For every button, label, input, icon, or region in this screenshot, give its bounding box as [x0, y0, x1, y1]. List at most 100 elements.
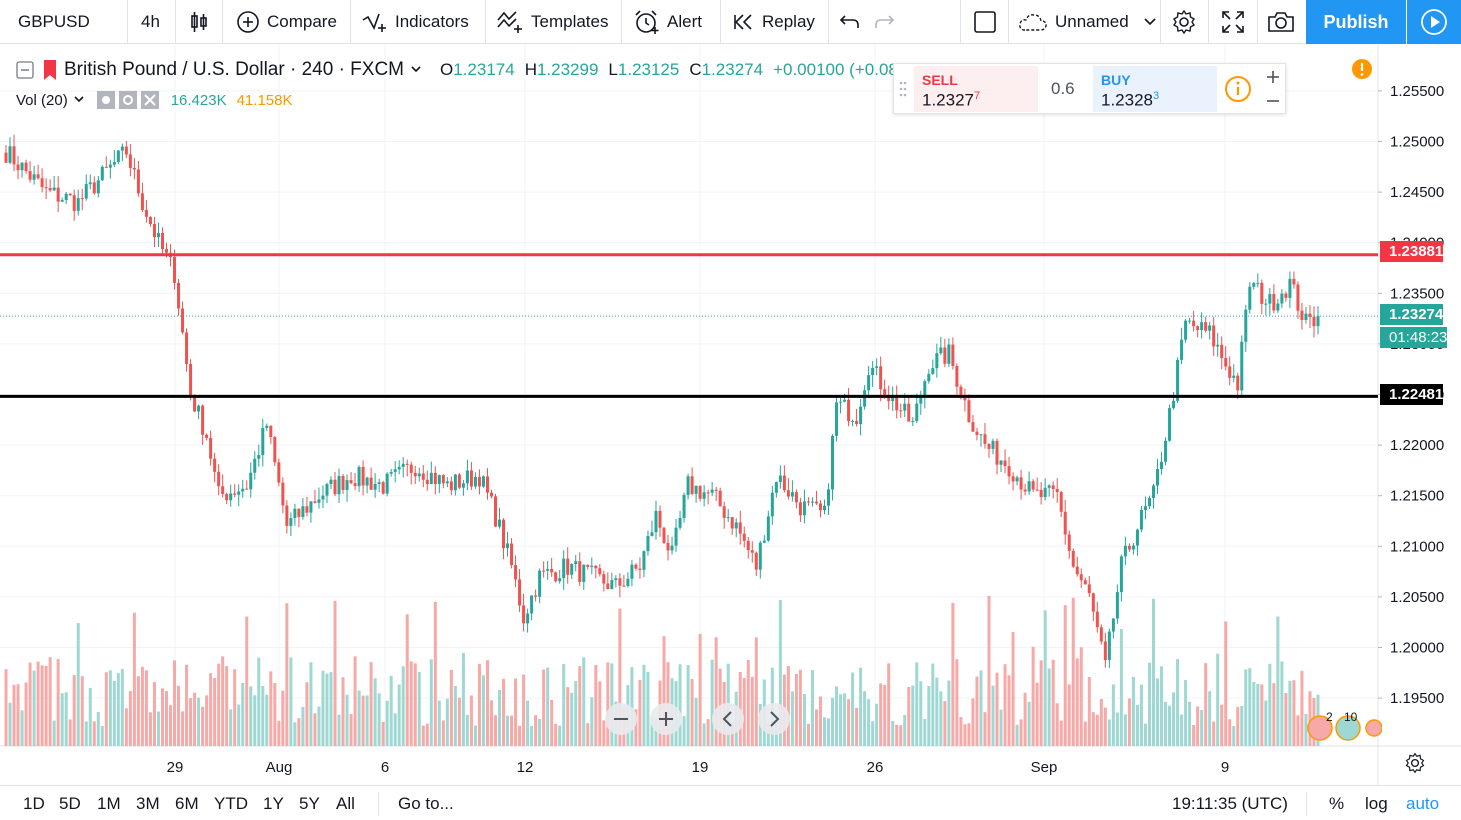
volume-bar — [297, 718, 301, 746]
settings-button[interactable] — [1171, 0, 1204, 44]
volume-bar — [485, 660, 489, 746]
volume-bar — [562, 663, 566, 746]
scroll-right-button[interactable] — [757, 702, 791, 736]
chevron-down-icon[interactable] — [410, 65, 422, 75]
interval-button[interactable]: 4h — [141, 0, 160, 44]
candle-body — [1107, 631, 1111, 661]
volume-bar — [373, 678, 377, 746]
volume-bar — [947, 680, 951, 746]
volume-bar — [903, 714, 907, 746]
range-3m[interactable]: 3M — [136, 794, 160, 813]
candle-body — [1240, 341, 1244, 391]
candle-body — [794, 492, 798, 503]
range-1y[interactable]: 1Y — [263, 794, 284, 813]
zoom-out-button[interactable] — [604, 702, 638, 736]
publish-button[interactable]: Publish — [1306, 0, 1406, 44]
volume-bar — [289, 657, 293, 746]
undo-button[interactable] — [840, 0, 867, 44]
log-scale-toggle[interactable]: log — [1365, 794, 1388, 813]
zoom-in-button[interactable] — [649, 702, 683, 736]
symbol-search[interactable]: GBPUSD — [18, 0, 90, 44]
volume-bar — [991, 685, 995, 746]
candle-body — [710, 489, 714, 493]
candle-body — [8, 146, 12, 163]
auto-scale-toggle[interactable]: auto — [1406, 794, 1440, 813]
volume-bar — [590, 697, 594, 746]
price-chart[interactable]: 1.255001.250001.245001.240001.235001.230… — [0, 45, 1461, 785]
clock-timezone[interactable]: 19:11:35 (UTC) — [1172, 794, 1288, 813]
volume-bar — [1232, 725, 1236, 746]
close-icon[interactable] — [140, 91, 159, 109]
volume-bar — [514, 678, 518, 746]
range-5d[interactable]: 5D — [59, 794, 81, 813]
candle-body — [682, 495, 686, 519]
fullscreen-button[interactable] — [1221, 0, 1252, 44]
candle-body — [867, 375, 871, 391]
drag-handle-icon[interactable] — [898, 79, 908, 99]
candle-body — [189, 363, 193, 397]
events-badge[interactable]: 2 10 — [1304, 710, 1382, 742]
plus-icon[interactable] — [1266, 70, 1280, 84]
candle-body — [1280, 293, 1284, 304]
volume-bar — [197, 697, 201, 746]
goto-date-button[interactable]: Go to... — [398, 794, 454, 813]
candle-body — [1119, 556, 1123, 593]
indicators-button[interactable]: Indicators — [362, 0, 469, 44]
buy-button[interactable]: BUY 1.23283 — [1093, 66, 1217, 112]
candle-body — [1055, 488, 1059, 493]
eye-icon[interactable] — [96, 91, 115, 109]
candle-body — [36, 174, 40, 179]
candle-body — [429, 472, 433, 485]
range-1m[interactable]: 1M — [97, 794, 121, 813]
minus-icon[interactable] — [1266, 94, 1280, 108]
collapse-icon[interactable] — [16, 61, 34, 79]
range-all[interactable]: All — [336, 794, 355, 813]
candle-body — [630, 564, 634, 579]
volume-bar — [1047, 668, 1051, 746]
volume-bar — [1019, 719, 1023, 746]
candle-body — [377, 482, 381, 485]
volume-bar — [931, 663, 935, 746]
compare-button[interactable]: Compare — [236, 0, 337, 44]
symbol-title[interactable]: British Pound / U.S. Dollar · 240 · FXCM — [64, 59, 404, 80]
candle-body — [818, 503, 822, 511]
alert-button[interactable]: Alert — [634, 0, 702, 44]
percent-scale-toggle[interactable]: % — [1329, 794, 1345, 813]
volume-bar — [1240, 705, 1244, 746]
range-6m[interactable]: 6M — [175, 794, 199, 813]
publish-video-button[interactable] — [1407, 0, 1461, 44]
sell-button[interactable]: SELL 1.23277 — [914, 66, 1038, 112]
candle-body — [1236, 375, 1240, 391]
scroll-left-button[interactable] — [711, 702, 745, 736]
candle-body — [120, 146, 124, 151]
rewind-icon — [734, 14, 752, 30]
volume-bar — [52, 720, 56, 746]
volume-bar — [586, 723, 590, 746]
candle-body — [550, 569, 554, 573]
info-icon[interactable] — [1224, 75, 1252, 103]
range-ytd[interactable]: YTD — [214, 794, 248, 813]
range-5y[interactable]: 5Y — [299, 794, 320, 813]
snapshot-button[interactable] — [1267, 0, 1302, 44]
gear-icon[interactable] — [118, 91, 137, 109]
fullscreen-box-button[interactable] — [973, 0, 1004, 44]
candle-body — [1003, 460, 1007, 467]
volume-bar — [189, 698, 193, 746]
candle-body — [706, 492, 710, 494]
range-1d[interactable]: 1D — [23, 794, 45, 813]
chevron-down-icon[interactable] — [73, 95, 85, 105]
templates-button[interactable]: Templates — [497, 0, 608, 44]
axis-settings-icon[interactable] — [1404, 752, 1426, 774]
redo-button[interactable] — [874, 0, 901, 44]
replay-button[interactable]: Replay — [733, 0, 815, 44]
candle-body — [72, 195, 76, 211]
chart-type-button[interactable] — [188, 0, 217, 44]
candle-body — [887, 396, 891, 402]
volume-bar — [1099, 698, 1103, 746]
notification-icon[interactable] — [1352, 59, 1372, 79]
volume-bar — [574, 681, 578, 746]
volume-bar — [1091, 712, 1095, 746]
volume-label[interactable]: Vol (20) — [16, 91, 68, 109]
candle-body — [907, 403, 911, 422]
layout-button[interactable]: Unnamed — [1018, 0, 1164, 44]
